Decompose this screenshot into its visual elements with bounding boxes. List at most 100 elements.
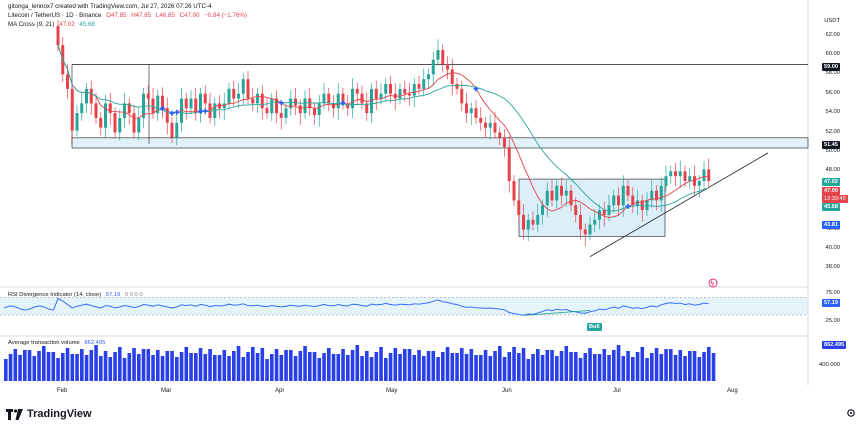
candle (351, 78, 354, 118)
candle (165, 97, 169, 135)
candle-body (251, 98, 255, 104)
candle (298, 99, 302, 125)
candle (317, 95, 321, 127)
candle (493, 112, 497, 139)
candle (379, 83, 383, 105)
volume-bar (127, 353, 132, 381)
candle (189, 90, 193, 115)
candle-body (507, 147, 511, 181)
alert-bolt-icon (710, 280, 715, 286)
volume-bar (118, 347, 122, 381)
rising-trendline (589, 152, 769, 258)
symbol-title[interactable]: Litecoin / TetherUS · 1D · Binance (8, 12, 102, 19)
candle (503, 129, 506, 157)
volume-bar (593, 354, 597, 381)
candle-body (474, 108, 478, 118)
candle-body (626, 185, 630, 196)
volume-bar (445, 347, 450, 381)
candle-body (450, 69, 454, 84)
volume-legend[interactable]: Average transaction volume 862.495 (8, 340, 108, 346)
candle-body (389, 84, 392, 94)
candle (303, 90, 307, 119)
candle (241, 73, 245, 106)
candle-body (70, 88, 74, 131)
volume-bar (654, 348, 659, 381)
volume-bar (355, 345, 360, 381)
volume-bar (179, 352, 184, 381)
candle (360, 85, 364, 110)
volume-bar (607, 355, 611, 381)
candle (118, 109, 122, 141)
volume-bar (42, 346, 46, 381)
month-jun: Jun (502, 388, 512, 394)
candle (555, 180, 559, 209)
candle-body (384, 84, 388, 94)
rsi-legend[interactable]: RSI Divergence Indicator (14, close) 57.… (8, 292, 146, 298)
candle-body (232, 88, 236, 99)
candle-body (156, 95, 160, 114)
rsi-band (0, 297, 808, 315)
candle (640, 194, 644, 222)
candle (450, 58, 454, 96)
volume-bar (531, 354, 535, 381)
volume-bar (208, 349, 212, 381)
candle-body (697, 181, 701, 186)
candle (707, 158, 711, 189)
settings-icon[interactable] (846, 408, 856, 418)
ma-slow-line (57, 45, 709, 212)
candle-body (598, 210, 601, 220)
candle (422, 68, 426, 97)
candle (184, 92, 188, 120)
volume-bar (384, 358, 388, 381)
volume-bar (56, 358, 60, 381)
candle-body (189, 98, 193, 109)
candle (631, 187, 635, 214)
candle-body (503, 137, 506, 148)
volume-bar (555, 356, 559, 381)
volume-bar (251, 347, 255, 381)
volume-bar (578, 358, 583, 381)
volume-bar (37, 351, 41, 381)
volume-bar (374, 352, 379, 381)
volume-bar (284, 350, 288, 381)
tradingview-logo[interactable]: TradingView (6, 408, 92, 420)
volume-bar (436, 357, 440, 381)
currency-label[interactable]: USDT (824, 18, 840, 24)
volume-bar (75, 354, 79, 381)
candle-body (645, 200, 649, 211)
volume-bar (692, 351, 697, 381)
level-mid-tag: 51.45 (822, 141, 840, 149)
candle (94, 92, 98, 124)
candle (332, 95, 335, 118)
rsi-zeros: 0 0 0 0 (124, 292, 143, 298)
candle-body (260, 93, 264, 109)
candle-body (579, 214, 582, 230)
candle-body (218, 103, 221, 109)
candle-body (365, 103, 369, 114)
volume-bar (678, 350, 683, 381)
countdown-tag: 12:33:49 (822, 195, 848, 203)
candle (626, 180, 630, 202)
candle (151, 87, 155, 119)
candle-body (683, 171, 687, 181)
candle (488, 114, 492, 140)
volume-bar (441, 352, 445, 381)
candle-body (517, 200, 521, 215)
candle (536, 204, 540, 233)
candle (308, 87, 312, 117)
volume-bar (616, 345, 621, 381)
candle (294, 87, 297, 116)
ma-legend[interactable]: MA Cross (9, 21) 47.02 45.68 (8, 21, 98, 29)
candle-body (398, 88, 402, 99)
candle-body (531, 219, 535, 225)
candle-body (583, 229, 587, 235)
ma-fast-tag: 47.02 (822, 178, 840, 186)
ma-slow-tag: 45.68 (822, 203, 840, 211)
volume-bar (241, 357, 246, 381)
volume-bar (526, 359, 531, 381)
price-axis-label: 62.00 (825, 31, 840, 38)
volume-bar (32, 356, 37, 381)
candle-body (674, 171, 677, 177)
